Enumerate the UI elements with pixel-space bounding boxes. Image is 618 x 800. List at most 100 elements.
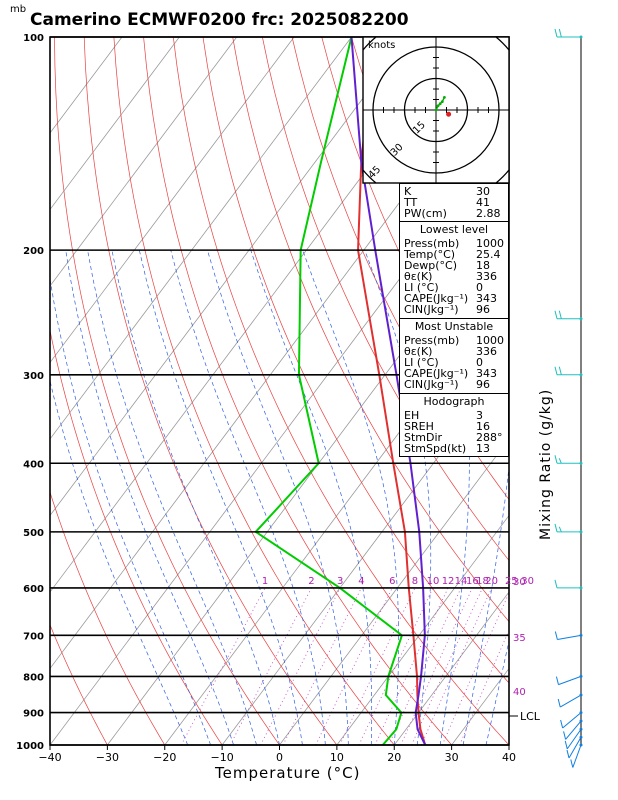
theta-label: 40 xyxy=(513,687,526,698)
hodo-index-label: SREH xyxy=(404,420,434,433)
unstable-index-row: CAPE(Jkg⁻¹) 343 xyxy=(400,368,508,379)
unstable-index-value: 1000 xyxy=(476,334,504,347)
lowest-index-label: CIN(Jkg⁻¹) xyxy=(404,303,459,316)
mixing-ratio-line xyxy=(180,587,266,745)
lowest-index-value: 343 xyxy=(476,292,497,305)
wind-barb-flag xyxy=(560,719,564,729)
unstable-index-value: 336 xyxy=(476,345,497,358)
dry-adiabat-line xyxy=(232,37,509,623)
wind-barb-flag xyxy=(554,366,558,375)
theta-label: 35 xyxy=(513,633,526,644)
wind-barb-dot xyxy=(579,633,583,637)
wind-barb-dot xyxy=(579,35,583,39)
hodo-index-value: 288° xyxy=(476,431,503,444)
wind-barb-flag xyxy=(563,731,567,740)
mixing-ratio-line xyxy=(229,587,312,745)
general-index-row: PW(cm) 2.88 xyxy=(400,208,508,219)
moist-adiabat-line xyxy=(65,250,234,745)
most-unstable-header: Most Unstable xyxy=(414,320,494,333)
mixing-ratio-label: 2 xyxy=(308,576,314,587)
lowest-index-row: CIN(Jkg⁻¹) 96 xyxy=(400,304,508,315)
wind-barb-dot xyxy=(579,719,583,723)
wind-barb-flag xyxy=(570,759,574,768)
lowest-index-row: LI (°C) 0 xyxy=(400,282,508,293)
wind-barb xyxy=(554,579,583,590)
chart-title: Camerino ECMWF0200 frc: 2025082200 xyxy=(30,10,409,30)
hodograph-units-label: knots xyxy=(368,40,395,51)
unstable-index-label: LI (°C) xyxy=(404,356,439,369)
indices-panel: K 30 TT 41 PW(cm) 2.88 Lowest level Press(mb)… xyxy=(399,183,509,457)
wind-barb-dot xyxy=(579,530,583,534)
hodograph-point xyxy=(436,104,440,108)
most-unstable-indices: Press(mb) 1000 θε(K) 336 LI (°C) 0 CAPE(Jkg⁻¹)… xyxy=(400,335,508,393)
isotherm-line xyxy=(393,591,509,745)
dry-adiabat-line xyxy=(172,37,509,745)
mixing-ratio-label: 12 xyxy=(442,576,455,587)
isotherm-line xyxy=(50,37,352,440)
wind-barb-dot xyxy=(579,373,583,377)
mixing-ratio-label: 10 xyxy=(427,576,440,587)
hodo-index-row: StmDir 288° xyxy=(400,432,508,443)
x-tick-label: −10 xyxy=(211,751,234,764)
wind-barb xyxy=(554,310,583,321)
moist-adiabat-line xyxy=(485,639,509,745)
wind-barb-dot xyxy=(579,711,583,715)
wind-barb-dot xyxy=(579,743,583,747)
isotherm-line xyxy=(50,37,123,134)
mixing-ratio-line xyxy=(411,587,483,745)
mixing-ratio-label: 16 xyxy=(466,576,479,587)
wind-barb xyxy=(554,366,583,377)
x-tick-label: −40 xyxy=(38,751,61,764)
unstable-index-label: CAPE(Jkg⁻¹) xyxy=(404,367,469,380)
hodo-index-row: StmSpd(kt) 13 xyxy=(400,443,508,454)
lowest-index-value: 96 xyxy=(476,303,490,316)
unstable-index-value: 343 xyxy=(476,367,497,380)
pressure-tick-label: 100 xyxy=(23,33,44,44)
x-tick-label: 30 xyxy=(445,751,459,764)
wind-barb-staff xyxy=(565,720,582,740)
pressure-tick-label: 1000 xyxy=(16,741,44,752)
mixing-ratio-label: 1 xyxy=(262,576,268,587)
lowest-index-value: 25.4 xyxy=(476,248,501,261)
moist-adiabat-line xyxy=(50,277,211,745)
wind-barb xyxy=(554,28,583,39)
x-tick-label: 10 xyxy=(330,751,344,764)
hodograph-indices: EH 3 SREH 16 StmDir 288° StmSpd(kt) 13 xyxy=(400,410,508,456)
wind-barb-flag xyxy=(558,310,562,319)
wind-barb-flag xyxy=(554,28,558,38)
mixing-ratio-line xyxy=(459,629,509,745)
lowest-index-label: CAPE(Jkg⁻¹) xyxy=(404,292,469,305)
wind-barb-dot xyxy=(579,674,583,678)
wind-barb-flag xyxy=(558,28,562,38)
mixing-ratio-line xyxy=(420,587,493,745)
dry-adiabat-line xyxy=(50,328,223,745)
lowest-level-header: Lowest level xyxy=(419,223,489,236)
wind-barb-flag xyxy=(564,740,568,750)
lowest-index-row: Press(mb) 1000 xyxy=(400,238,508,249)
general-index-value: 2.88 xyxy=(476,207,501,220)
hodo-index-row: SREH 16 xyxy=(400,421,508,432)
theta-label: 30 xyxy=(513,577,526,588)
unstable-index-value: 0 xyxy=(476,356,483,369)
wind-barb-flag xyxy=(554,310,558,319)
lowest-index-row: θε(K) 336 xyxy=(400,271,508,282)
pressure-tick-label: 700 xyxy=(23,631,44,642)
moist-adiabat-line xyxy=(207,250,349,745)
mixing-ratio-axis-label: Mixing Ratio (g/kg) xyxy=(538,388,554,540)
x-tick-label: 0 xyxy=(276,751,283,764)
mixing-ratio-line xyxy=(441,592,509,745)
wind-barb-dot xyxy=(579,461,583,465)
lowest-index-value: 1000 xyxy=(476,237,504,250)
general-index-label: PW(cm) xyxy=(404,207,447,220)
pressure-unit-label: mb xyxy=(10,4,27,15)
hodograph-point xyxy=(443,96,446,99)
wind-barb-flag xyxy=(554,631,558,640)
wind-barb xyxy=(566,735,583,759)
dry-adiabat-line xyxy=(113,37,395,745)
x-axis-label: Temperature (°C) xyxy=(215,764,361,782)
lowest-index-row: CAPE(Jkg⁻¹) 343 xyxy=(400,293,508,304)
x-tick-label: −20 xyxy=(153,751,176,764)
dry-adiabat-line xyxy=(262,37,509,562)
moist-adiabat-line xyxy=(462,464,509,745)
